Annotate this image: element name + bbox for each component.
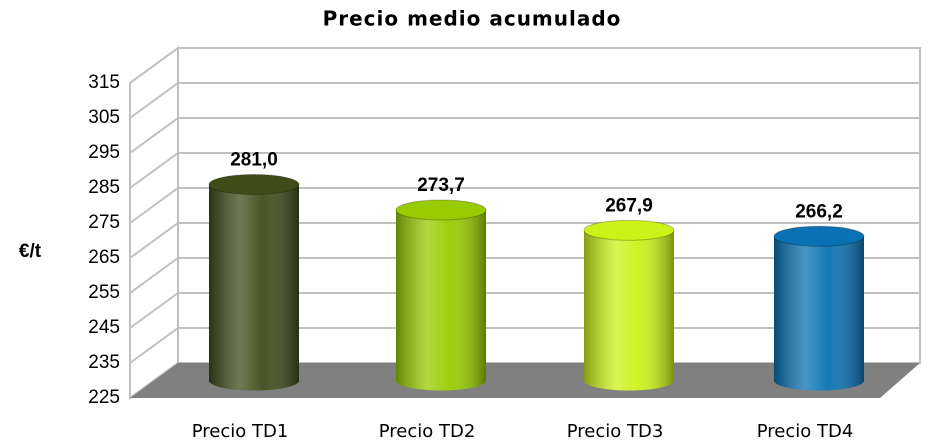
bar-shading — [774, 236, 864, 391]
value-label: 267,9 — [605, 195, 653, 216]
value-label: 266,2 — [795, 201, 843, 222]
y-tick-label: 225 — [88, 387, 120, 408]
bar-top — [208, 174, 300, 195]
x-tick-label: Precio TD4 — [757, 421, 854, 442]
bar-shading — [584, 230, 674, 391]
y-axis-label: €/t — [19, 241, 42, 262]
x-tick-label: Precio TD2 — [379, 421, 476, 442]
x-tick-label: Precio TD1 — [192, 421, 289, 442]
value-label: 273,7 — [417, 175, 465, 196]
bar-shading — [209, 184, 299, 391]
bar-top — [773, 225, 865, 247]
chart-title: Precio medio acumulado — [323, 7, 622, 31]
grid-line — [129, 222, 920, 259]
value-label: 281,0 — [230, 150, 278, 171]
grid-line — [129, 47, 920, 84]
y-tick-label: 275 — [88, 212, 120, 233]
bar-top — [395, 199, 487, 221]
y-tick-label: 295 — [88, 142, 120, 163]
floor — [130, 363, 920, 398]
y-tick-label: 255 — [88, 282, 120, 303]
y-tick-label: 265 — [88, 247, 120, 268]
grid-line — [129, 187, 920, 224]
bar-top — [583, 219, 675, 241]
grid-line — [129, 152, 920, 189]
y-tick-label: 285 — [88, 177, 120, 198]
grid-line — [129, 82, 920, 119]
y-tick-label: 245 — [88, 317, 120, 338]
y-tick-label: 315 — [88, 72, 120, 93]
y-tick-label: 235 — [88, 352, 120, 373]
grid-line — [129, 117, 920, 154]
x-tick-label: Precio TD3 — [567, 421, 664, 442]
y-tick-label: 305 — [88, 107, 120, 128]
bar-shading — [396, 210, 486, 391]
